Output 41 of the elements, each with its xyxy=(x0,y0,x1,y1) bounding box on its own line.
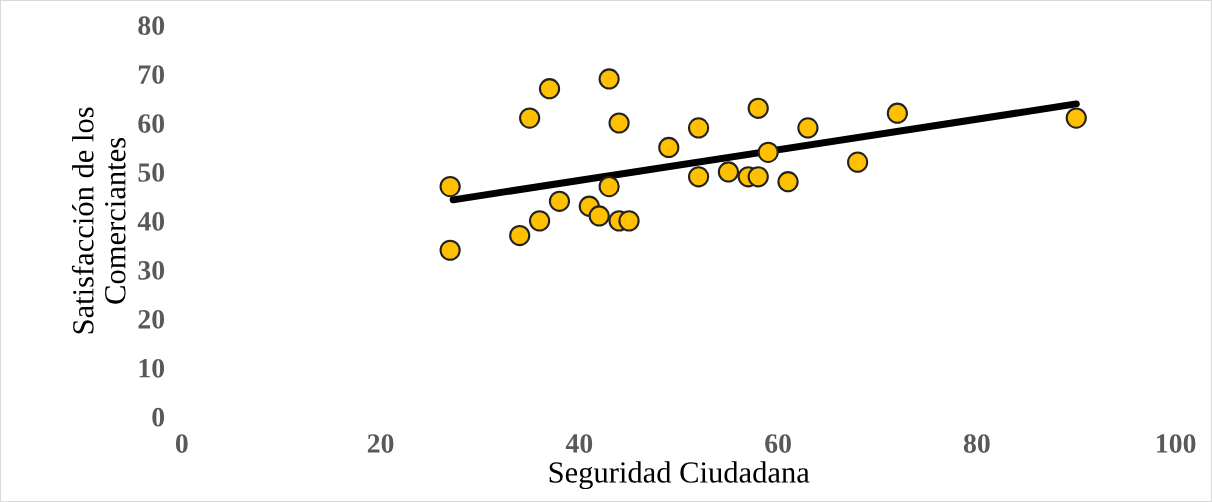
point xyxy=(717,161,740,183)
y-tick-label: 80 xyxy=(138,16,165,36)
point xyxy=(847,151,869,173)
point xyxy=(538,78,561,100)
point xyxy=(528,210,551,232)
point xyxy=(658,136,680,159)
x-tick-label: 0 xyxy=(175,434,188,453)
point xyxy=(757,141,779,163)
y-tick-label: 0 xyxy=(152,407,165,427)
x-tick-label: 80 xyxy=(963,434,990,453)
point xyxy=(1065,107,1087,129)
point xyxy=(439,176,461,198)
point xyxy=(747,97,769,119)
y-tick-label: 40 xyxy=(137,212,165,231)
y-tick-label: 60 xyxy=(138,114,165,133)
point xyxy=(687,117,710,139)
point xyxy=(797,117,819,139)
y-tick-label: 50 xyxy=(138,163,165,182)
point xyxy=(598,176,620,198)
x-tick-label: 60 xyxy=(765,434,791,453)
y-tick-label: 30 xyxy=(138,260,165,280)
point xyxy=(687,166,710,188)
point xyxy=(598,68,620,90)
y-axis-title: Satisfacción de los Comerciantes xyxy=(71,107,126,334)
point xyxy=(519,107,541,129)
point xyxy=(777,171,799,193)
point xyxy=(509,224,531,247)
y-tick-label: 20 xyxy=(138,309,165,329)
x-tick-label: 100 xyxy=(1157,434,1196,453)
point xyxy=(747,166,769,188)
x-tick-label: 40 xyxy=(565,434,593,453)
point xyxy=(886,102,908,124)
y-tick-label: 70 xyxy=(138,65,165,84)
point xyxy=(548,190,571,212)
point xyxy=(588,205,610,227)
point xyxy=(608,112,630,134)
point xyxy=(618,210,640,232)
x-tick-label: 20 xyxy=(367,434,394,453)
point xyxy=(439,239,461,261)
x-axis-title: Seguridad Ciudadana xyxy=(549,461,810,490)
y-tick-label: 10 xyxy=(139,358,165,378)
